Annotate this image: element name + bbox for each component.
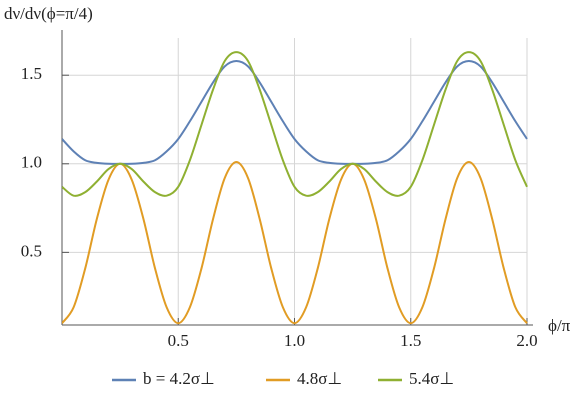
x-tick-label: 1.5 [400, 331, 421, 350]
series-line [62, 161, 528, 325]
legend-label: b = 4.2σ⊥ [143, 369, 215, 388]
legend-label: 4.8σ⊥ [297, 369, 342, 388]
x-axis-label: ϕ/π [548, 316, 571, 335]
x-tick-label: 0.5 [168, 331, 189, 350]
x-tick-label: 2.0 [516, 331, 537, 350]
x-tick-label: 1.0 [284, 331, 305, 350]
y-tick-label: 1.5 [21, 64, 42, 83]
y-tick-label: 0.5 [21, 241, 42, 260]
series-line [62, 51, 528, 197]
series-line [62, 60, 528, 165]
legend-label: 5.4σ⊥ [409, 369, 454, 388]
y-tick-label: 1.0 [21, 153, 42, 172]
y-axis-label: dν/dν(ϕ=π/4) [4, 4, 93, 23]
